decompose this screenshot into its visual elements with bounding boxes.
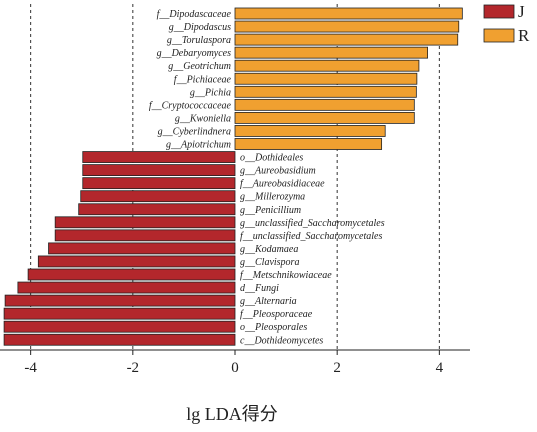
bar (82, 151, 236, 163)
bar (54, 216, 236, 229)
legend-label: J (518, 2, 525, 21)
bar-label: f__Aureobasidiaceae (240, 179, 325, 190)
bar-label: f__Dipodascaceae (157, 9, 232, 20)
bar (37, 255, 236, 268)
bar (234, 33, 459, 46)
bar-label: f__unclassified_Saccharomycetales (240, 231, 382, 242)
bar (234, 59, 420, 72)
bar-label: g__Pichia (190, 87, 231, 98)
bar-label: o__Pleosporales (240, 322, 307, 333)
bar (27, 268, 236, 281)
bar (234, 138, 383, 150)
bar-label: c__Dothideomycetes (240, 335, 323, 346)
bar-label: g__Kodamaea (240, 244, 298, 255)
x-tick-label: 4 (436, 360, 444, 376)
x-tick-label: 2 (333, 360, 341, 376)
bar (4, 294, 236, 307)
bar (82, 177, 236, 190)
bar (234, 72, 418, 85)
bar-label: g__Cyberlindnera (158, 126, 231, 137)
bar (234, 46, 428, 59)
bar-label: g__Debaryomyces (157, 48, 232, 59)
bar (234, 85, 417, 98)
bar-label: f__Cryptococcaceae (149, 100, 232, 111)
bar-label: g__Apiotrichum (166, 140, 231, 151)
x-axis: -4 -2 0 2 4 (0, 349, 470, 376)
bar-label: g__unclassified_Saccharomycetales (240, 218, 385, 229)
bar-label: o__Dothideales (240, 153, 303, 164)
bar-label: g__Aureobasidium (240, 166, 316, 177)
bar (3, 320, 236, 333)
bar (234, 125, 386, 137)
bar-label: g__Clavispora (240, 257, 299, 268)
legend-swatch (483, 28, 515, 43)
bar-label: d__Fungi (240, 283, 279, 294)
bar-label: g__Dipodascus (169, 22, 231, 33)
bar (17, 281, 236, 294)
bar (234, 7, 463, 20)
bar (3, 333, 236, 346)
bar (234, 112, 415, 124)
bar (54, 229, 236, 242)
bar (234, 20, 460, 33)
bar-label: f__Pleosporaceae (240, 309, 313, 320)
bar (80, 190, 236, 203)
bar-label: g__Alternaria (240, 296, 297, 307)
bar-label: g__Kwoniella (175, 113, 231, 124)
legend-swatch (483, 4, 515, 19)
x-tick-label: -2 (127, 360, 140, 376)
x-axis-title: lg LDA得分 (186, 404, 278, 424)
x-tick-label: -4 (24, 360, 37, 376)
bar (78, 203, 236, 216)
bar-label: g__Penicillium (240, 205, 301, 216)
bar-labels: f__Dipodascaceae g__Dipodascus g__Torulasp… (149, 9, 385, 346)
bars (3, 7, 463, 346)
bar (82, 164, 236, 177)
legend-label: R (518, 26, 530, 45)
bar (3, 307, 236, 320)
bar (48, 242, 236, 255)
bar (234, 98, 415, 111)
bar-label: f__Pichiaceae (174, 74, 232, 85)
bar-label: f__Metschnikowiaceae (240, 270, 332, 281)
legend: JR (483, 2, 530, 45)
x-tick-label: 0 (231, 360, 239, 376)
bar-label: g__Geotrichum (168, 61, 231, 72)
bar-label: g__Millerozyma (240, 192, 305, 203)
bar-label: g__Torulaspora (167, 35, 231, 46)
